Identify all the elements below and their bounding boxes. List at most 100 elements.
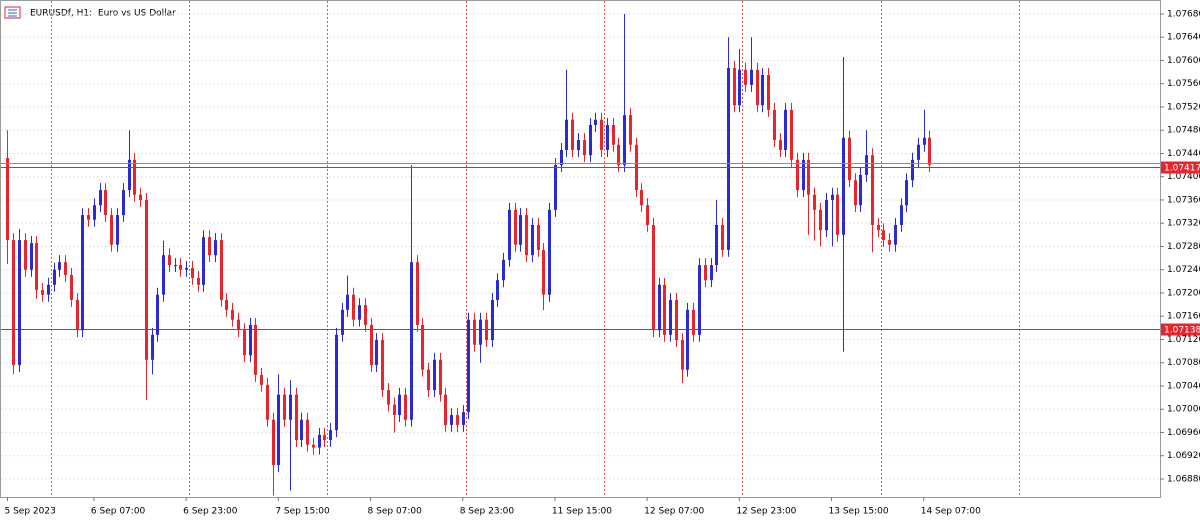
candle-body	[894, 224, 897, 245]
candle-body	[583, 140, 586, 156]
candle-body	[738, 69, 741, 106]
candle-body	[848, 137, 851, 181]
candle-body	[715, 224, 718, 266]
candle-body	[151, 334, 154, 360]
candle-body	[249, 324, 252, 356]
candle-body	[145, 199, 148, 360]
x-tick-label: 11 Sep 15:00	[552, 507, 612, 517]
candle-body	[589, 124, 592, 156]
candle-body	[456, 415, 459, 425]
candle-body	[208, 237, 211, 256]
y-tick-label: 1.07120	[1167, 335, 1200, 345]
candle-body	[485, 319, 488, 341]
candle-body	[525, 215, 528, 256]
candle-body	[854, 180, 857, 206]
candle-body	[156, 294, 159, 335]
candle-body	[888, 240, 891, 245]
candle-body	[496, 280, 499, 300]
candle-body	[41, 290, 44, 295]
candle-body	[266, 384, 269, 420]
candle-body	[93, 205, 96, 220]
candle-body	[537, 224, 540, 250]
candle-body	[859, 174, 862, 206]
candle-body	[18, 240, 21, 366]
candle-body	[421, 324, 424, 370]
x-tick-label: 5 Sep 2023	[4, 507, 55, 517]
y-tick-label: 1.06920	[1167, 451, 1200, 461]
candle-body	[174, 265, 177, 267]
candle-body	[116, 215, 119, 245]
candle-body	[433, 359, 436, 391]
candle-body	[214, 240, 217, 256]
candle-body	[698, 265, 701, 335]
y-tick-label: 1.07440	[1167, 149, 1200, 159]
y-tick-label: 1.07600	[1167, 56, 1200, 66]
y-tick-label: 1.07240	[1167, 265, 1200, 275]
candle-body	[905, 180, 908, 206]
y-tick-label: 1.07000	[1167, 405, 1200, 415]
x-tick-label: 14 Sep 07:00	[921, 507, 981, 517]
candle-body	[882, 230, 885, 241]
candle-body	[548, 209, 551, 295]
candle-body	[104, 190, 107, 216]
candle-body	[404, 394, 407, 420]
candle-body	[790, 109, 793, 160]
candle-body	[669, 299, 672, 335]
candle-body	[744, 69, 747, 85]
candle-body	[346, 294, 349, 310]
candle-body	[329, 430, 332, 441]
candle-body	[779, 140, 782, 150]
x-tick-label: 13 Sep 15:00	[829, 507, 889, 517]
candle-body	[398, 394, 401, 416]
candle-body	[877, 224, 880, 231]
candle-body	[612, 124, 615, 145]
candle-body	[358, 305, 361, 320]
candle-body	[571, 119, 574, 150]
y-tick-label: 1.06960	[1167, 428, 1200, 438]
candle-body	[81, 215, 84, 331]
x-tick-label: 6 Sep 23:00	[183, 507, 238, 517]
candle-body	[254, 324, 257, 375]
candle-body	[444, 394, 447, 425]
y-tick-label: 1.07280	[1167, 242, 1200, 252]
candle-body	[928, 137, 931, 166]
candle-body	[439, 359, 442, 395]
candle-body	[30, 242, 33, 270]
candle-body	[813, 194, 816, 210]
x-tick-label: 7 Sep 15:00	[275, 507, 330, 517]
candle-body	[312, 444, 315, 448]
candle-body	[76, 299, 79, 331]
y-tick-label: 1.07320	[1167, 219, 1200, 229]
candle-body	[658, 284, 661, 331]
x-tick-label: 12 Sep 23:00	[736, 507, 796, 517]
candle-body	[64, 262, 67, 275]
candle-body	[110, 215, 113, 245]
candle-body	[12, 240, 15, 366]
candle-body	[295, 394, 298, 441]
candle-body	[502, 259, 505, 281]
candle-body	[727, 68, 730, 250]
candle-body	[341, 309, 344, 335]
y-tick-label: 1.07160	[1167, 312, 1200, 322]
price-label: 1.07417	[1164, 164, 1200, 174]
candle-body	[606, 124, 609, 150]
candle-body	[773, 109, 776, 141]
y-tick-label: 1.07400	[1167, 172, 1200, 182]
candle-body	[819, 209, 822, 231]
price-label: 1.07138	[1164, 326, 1200, 336]
candle-body	[623, 115, 626, 166]
candle-body	[277, 394, 280, 466]
candle-body	[70, 274, 73, 300]
y-tick-label: 1.07360	[1167, 195, 1200, 205]
candle-body	[185, 267, 188, 270]
candle-body	[704, 265, 707, 281]
candle-body	[784, 109, 787, 150]
candle-body	[370, 324, 373, 366]
candle-body	[900, 205, 903, 225]
price-label-box	[1161, 161, 1200, 174]
candle-body	[162, 255, 165, 295]
candle-body	[733, 68, 736, 106]
candle-body	[842, 137, 845, 235]
